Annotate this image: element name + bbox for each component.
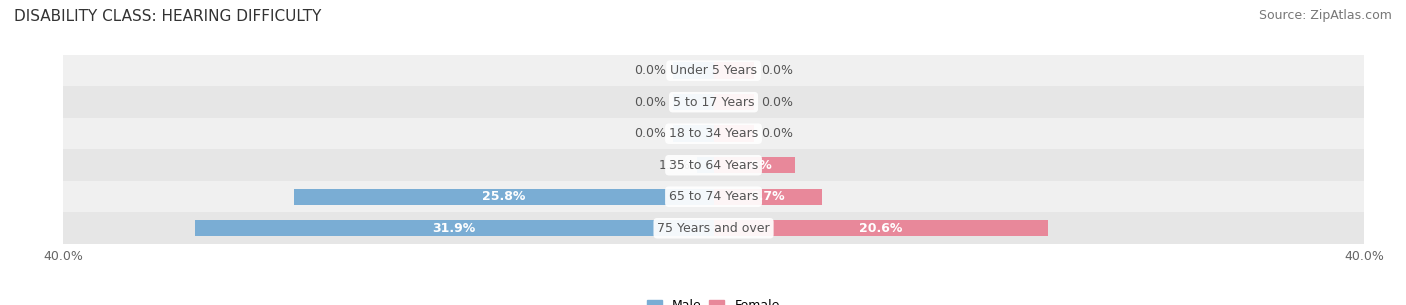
- Bar: [713, 94, 754, 110]
- Text: 1.0%: 1.0%: [659, 159, 690, 172]
- Text: 0.0%: 0.0%: [761, 96, 793, 109]
- Bar: [63, 86, 1364, 118]
- Bar: [673, 63, 713, 79]
- Text: 0.0%: 0.0%: [761, 127, 793, 140]
- Text: 0.0%: 0.0%: [761, 64, 793, 77]
- Bar: [63, 181, 1364, 213]
- Bar: [63, 213, 1364, 244]
- Text: 20.6%: 20.6%: [859, 222, 903, 235]
- Text: DISABILITY CLASS: HEARING DIFFICULTY: DISABILITY CLASS: HEARING DIFFICULTY: [14, 9, 322, 24]
- Bar: [697, 157, 713, 174]
- Text: 6.7%: 6.7%: [751, 190, 786, 203]
- Text: 5.0%: 5.0%: [737, 159, 772, 172]
- Text: 0.0%: 0.0%: [634, 127, 666, 140]
- Bar: [713, 188, 823, 205]
- Bar: [63, 149, 1364, 181]
- Text: Under 5 Years: Under 5 Years: [671, 64, 756, 77]
- Bar: [713, 125, 754, 142]
- Text: 25.8%: 25.8%: [482, 190, 526, 203]
- Bar: [63, 55, 1364, 86]
- Text: 0.0%: 0.0%: [634, 64, 666, 77]
- Text: 35 to 64 Years: 35 to 64 Years: [669, 159, 758, 172]
- Text: 75 Years and over: 75 Years and over: [657, 222, 770, 235]
- Text: 65 to 74 Years: 65 to 74 Years: [669, 190, 758, 203]
- Bar: [63, 118, 1364, 149]
- Bar: [713, 63, 754, 79]
- Text: 31.9%: 31.9%: [433, 222, 475, 235]
- Text: 5 to 17 Years: 5 to 17 Years: [673, 96, 754, 109]
- Bar: [294, 188, 713, 205]
- Text: Source: ZipAtlas.com: Source: ZipAtlas.com: [1258, 9, 1392, 22]
- Text: 18 to 34 Years: 18 to 34 Years: [669, 127, 758, 140]
- Text: 0.0%: 0.0%: [634, 96, 666, 109]
- Bar: [673, 125, 713, 142]
- Bar: [673, 94, 713, 110]
- Bar: [195, 220, 713, 236]
- Bar: [713, 157, 794, 174]
- Bar: [713, 220, 1049, 236]
- Legend: Male, Female: Male, Female: [643, 294, 785, 305]
